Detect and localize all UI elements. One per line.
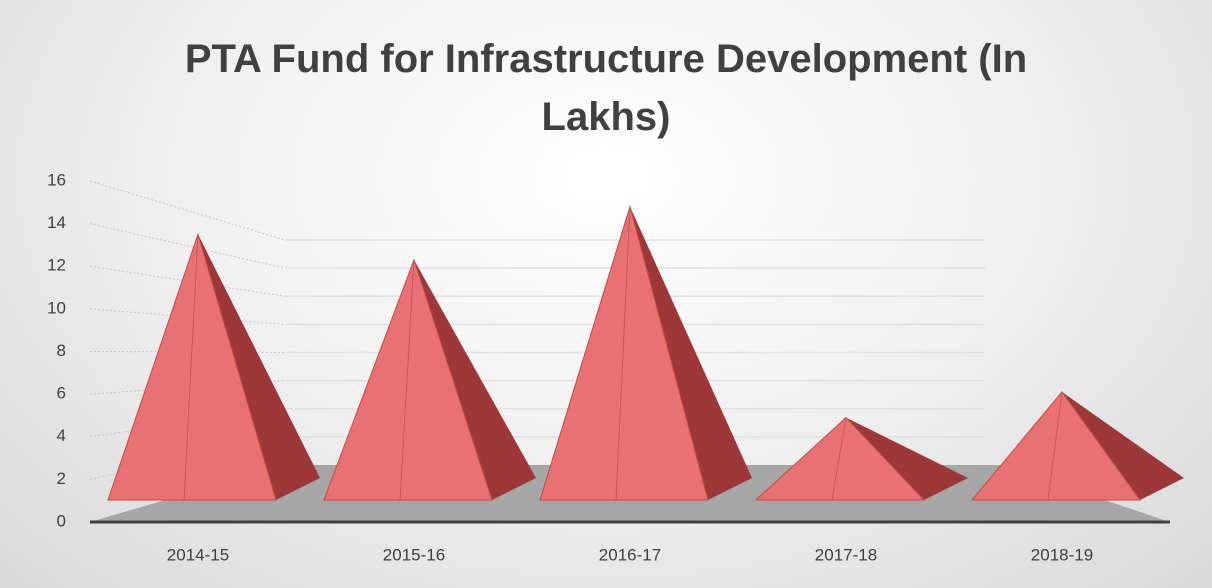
pyramid-side: [414, 259, 536, 500]
y-tick-label: 4: [57, 426, 66, 445]
pyramid: [323, 258, 536, 501]
x-tick-label: 2016-17: [599, 545, 661, 564]
y-tick-label: 0: [57, 511, 66, 530]
pyramid-edge: [183, 234, 199, 501]
y-tick-label: 10: [47, 298, 66, 317]
pyramid-edge: [615, 206, 631, 501]
y-tick-label: 6: [57, 384, 66, 403]
y-tick-label: 8: [57, 341, 66, 360]
pyramid-side: [846, 417, 968, 500]
pyramid-side: [630, 206, 752, 500]
y-tick-label: 2: [57, 469, 66, 488]
pyramid: [970, 391, 1184, 501]
x-tick-label: 2015-16: [383, 545, 445, 564]
y-tick-label: 12: [47, 256, 66, 275]
grid-diagonal: [89, 265, 286, 297]
x-tick-label: 2018-19: [1031, 545, 1093, 564]
pyramid-front: [539, 204, 709, 501]
pyramid-front: [107, 232, 277, 501]
pyramid-front: [754, 416, 926, 501]
chart-title: PTA Fund for Infrastructure Development …: [184, 37, 1028, 139]
pyramid: [754, 416, 968, 501]
x-tick-label: 2014-15: [167, 545, 229, 564]
x-tick-label: 2017-18: [815, 545, 877, 564]
pyramid-side: [198, 234, 320, 500]
pyramid-edge: [831, 417, 847, 501]
y-tick-label: 16: [47, 170, 66, 189]
grid-diagonal: [89, 180, 286, 241]
pyramid-edge: [1047, 391, 1063, 501]
pyramid-side: [1062, 391, 1184, 500]
pyramid-front: [323, 258, 493, 501]
y-tick-label: 14: [47, 213, 66, 232]
grid-diagonal: [89, 223, 286, 269]
pyramid-edge: [399, 259, 415, 501]
pyramid: [539, 204, 752, 501]
pyramid-front: [970, 391, 1141, 501]
pyramid: [107, 232, 320, 501]
